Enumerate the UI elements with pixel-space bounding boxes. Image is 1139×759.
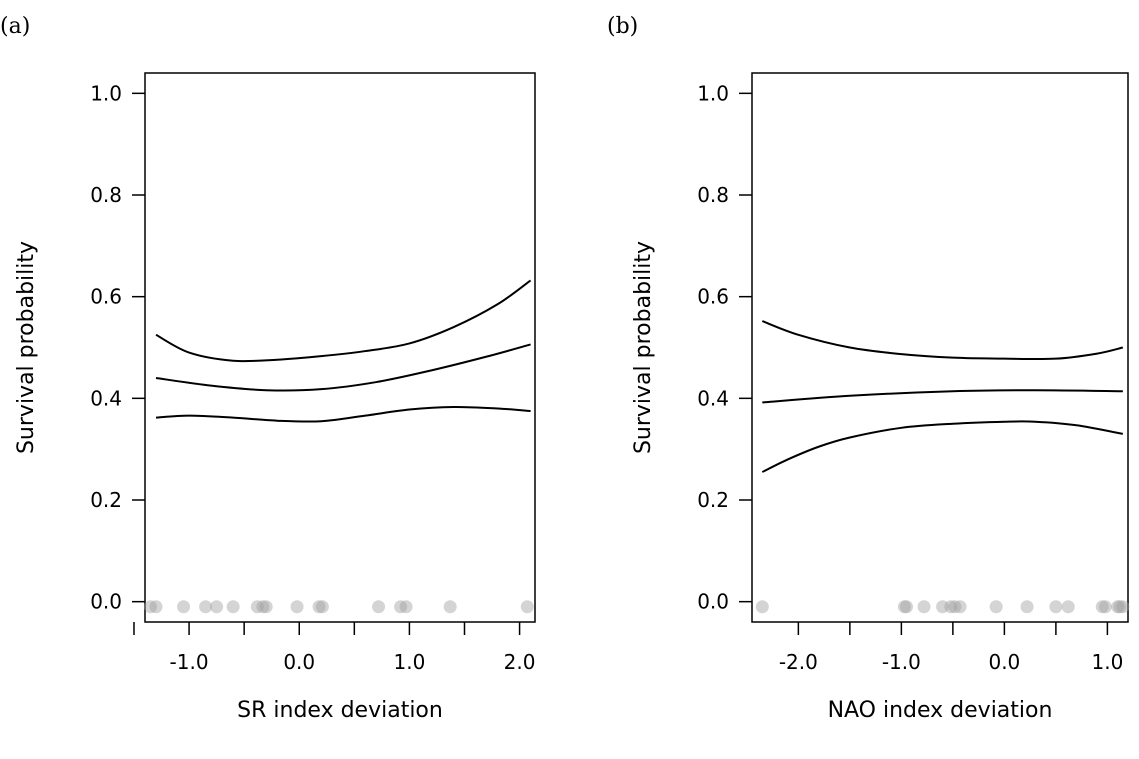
data-point	[989, 600, 1003, 614]
data-point	[520, 600, 534, 614]
data-point	[443, 600, 457, 614]
y-tick-label: 1.0	[697, 81, 729, 105]
data-point	[1061, 600, 1075, 614]
panel-b: (b) 0.0 0.2 0.4 0.6 0.8 1.0 -2.0 -1.0 0.0 1.0 NAO i…	[607, 14, 1130, 723]
data-point	[399, 600, 413, 614]
data-point	[755, 600, 769, 614]
data-point	[953, 600, 967, 614]
data-point	[256, 600, 270, 614]
data-point	[1049, 600, 1063, 614]
mean-line	[762, 389, 1123, 404]
y-tick-label: 0.6	[90, 285, 122, 309]
y-axis-title: Survival probability	[14, 241, 39, 454]
data-point	[250, 600, 264, 614]
data-point	[936, 600, 950, 614]
data-point	[948, 600, 962, 614]
data-points	[755, 600, 1130, 614]
x-tick-label: -2.0	[779, 650, 818, 674]
y-axis-title: Survival probability	[631, 241, 656, 454]
data-point	[1111, 600, 1125, 614]
panel-label: (a)	[0, 14, 30, 39]
data-point	[199, 600, 213, 614]
data-point	[897, 600, 911, 614]
data-point	[144, 600, 158, 614]
x-tick-label: 0.0	[988, 650, 1020, 674]
data-point	[290, 600, 304, 614]
plot-frame	[751, 72, 1129, 623]
data-point	[917, 600, 931, 614]
data-point	[312, 600, 326, 614]
data-point	[1116, 600, 1130, 614]
data-point	[226, 600, 240, 614]
y-tick-label: 0.0	[697, 590, 729, 614]
y-tick-label: 0.4	[697, 386, 729, 410]
mean-line	[155, 343, 531, 392]
upper-ci-line	[761, 320, 1124, 361]
data-point	[177, 600, 191, 614]
y-tick-label: 0.8	[697, 183, 729, 207]
y-tick-label: 0.8	[90, 183, 122, 207]
panel-a: (a) 0.0 0.2 0.4 0.6 0.8 1.0 -1.0 0.0 1.0 2.0 SR ind…	[0, 14, 536, 723]
y-tick-label: 0.2	[90, 488, 122, 512]
x-tick-label: 2.0	[504, 650, 536, 674]
x-tick-label: 1.0	[1091, 650, 1123, 674]
data-point	[1020, 600, 1034, 614]
y-tick-label: 0.6	[697, 285, 729, 309]
x-tick-label: 0.0	[283, 650, 315, 674]
x-tick-label: 1.0	[394, 650, 426, 674]
data-point	[372, 600, 386, 614]
data-point	[900, 600, 914, 614]
data-point	[1113, 600, 1127, 614]
x-tick-label: -1.0	[170, 650, 209, 674]
data-points	[144, 600, 534, 614]
data-point	[1098, 600, 1112, 614]
y-tick-label: 0.4	[90, 386, 122, 410]
data-point	[1095, 600, 1109, 614]
x-axis-title: NAO index deviation	[828, 698, 1053, 723]
upper-ci-line	[155, 279, 532, 363]
y-tick-label: 0.2	[697, 488, 729, 512]
plot-frame	[144, 72, 536, 623]
data-point	[149, 600, 163, 614]
data-point	[944, 600, 958, 614]
data-point	[259, 600, 273, 614]
data-point	[210, 600, 224, 614]
data-point	[315, 600, 329, 614]
lower-ci-line	[761, 420, 1124, 473]
data-point	[394, 600, 408, 614]
y-tick-label: 0.0	[90, 590, 122, 614]
lower-ci-line	[155, 405, 531, 423]
x-tick-label: -1.0	[882, 650, 921, 674]
panel-label: (b)	[607, 14, 638, 39]
y-tick-label: 1.0	[90, 81, 122, 105]
x-axis-title: SR index deviation	[237, 698, 443, 723]
